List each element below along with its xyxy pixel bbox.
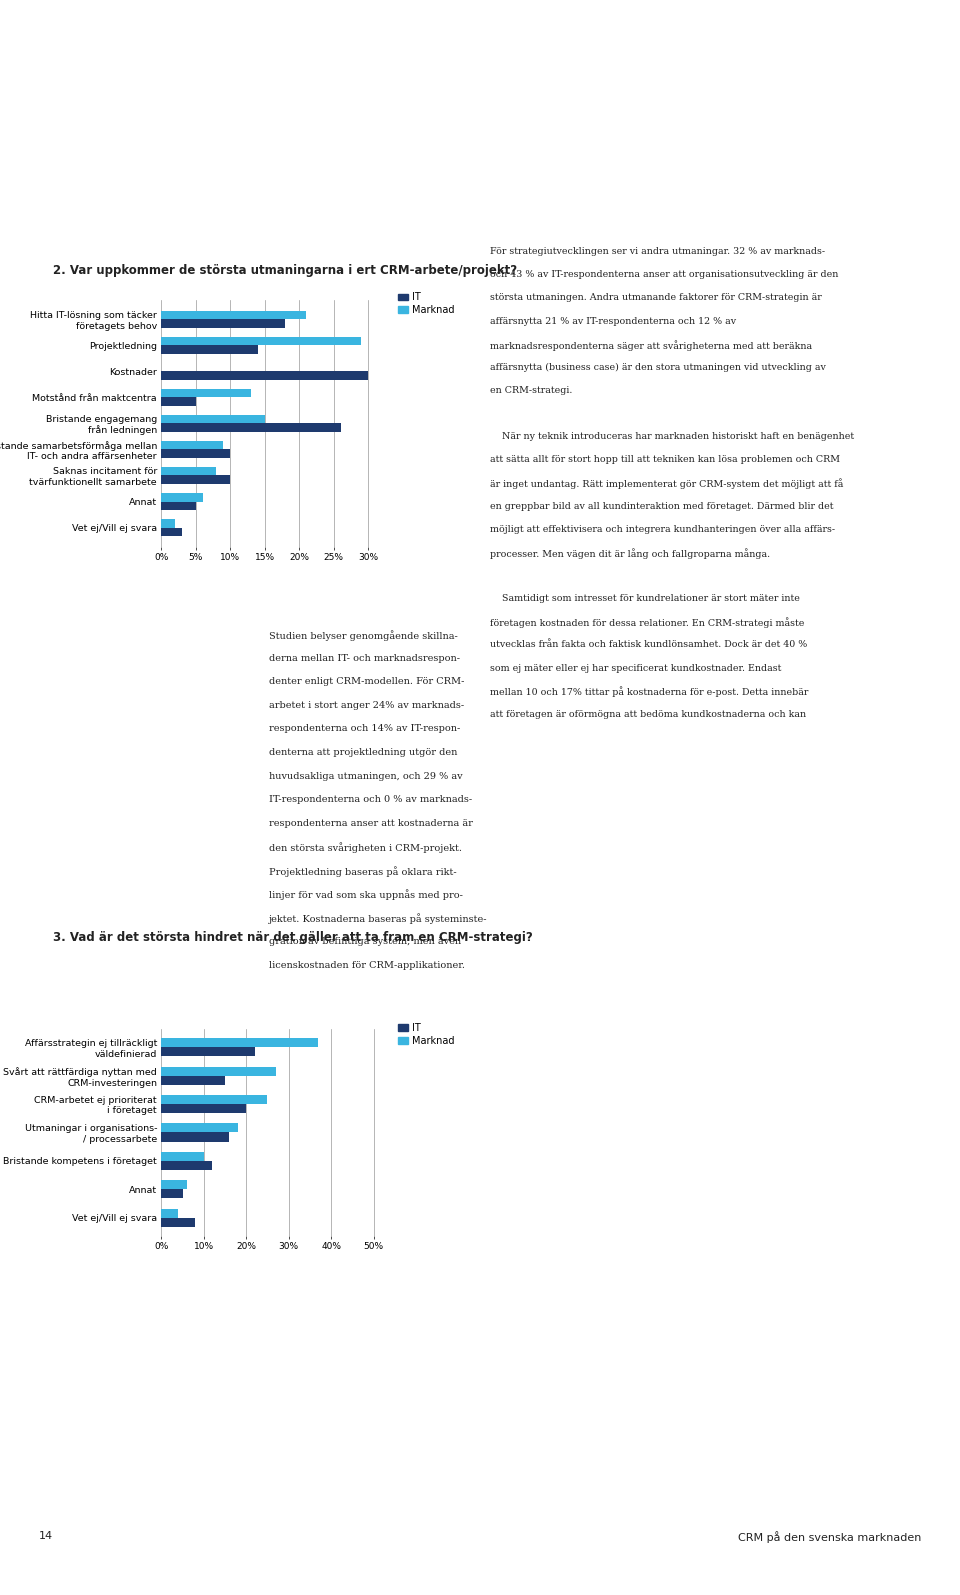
Bar bbox=[161, 346, 258, 354]
Text: affärsnytta 21 % av IT-respondenterna och 12 % av: affärsnytta 21 % av IT-respondenterna oc… bbox=[490, 316, 735, 325]
Bar bbox=[161, 319, 285, 327]
Bar bbox=[161, 442, 224, 450]
Text: respondenterna anser att kostnaderna är: respondenterna anser att kostnaderna är bbox=[269, 818, 472, 828]
Bar bbox=[161, 493, 203, 501]
Text: marknadsrespondenterna säger att svårigheterna med att beräkna: marknadsrespondenterna säger att svårigh… bbox=[490, 340, 812, 351]
Text: jektet. Kostnaderna baseras på systeminste-: jektet. Kostnaderna baseras på systemins… bbox=[269, 914, 488, 924]
Text: en CRM-strategi.: en CRM-strategi. bbox=[490, 386, 572, 396]
Bar bbox=[161, 1067, 276, 1075]
Text: att sätta allt för stort hopp till att tekniken kan lösa problemen och CRM: att sätta allt för stort hopp till att t… bbox=[490, 456, 840, 464]
Text: 14: 14 bbox=[38, 1531, 53, 1541]
Bar bbox=[161, 372, 369, 380]
Bar bbox=[161, 1075, 225, 1085]
Text: arbetet i stort anger 24% av marknads-: arbetet i stort anger 24% av marknads- bbox=[269, 700, 464, 710]
Text: För strategiutvecklingen ser vi andra utmaningar. 32 % av marknads-: För strategiutvecklingen ser vi andra ut… bbox=[490, 247, 825, 257]
Text: Samtidigt som intresset för kundrelationer är stort mäter inte: Samtidigt som intresset för kundrelation… bbox=[490, 593, 800, 603]
Text: Customer Relationship Strategy: Customer Relationship Strategy bbox=[10, 273, 19, 429]
Bar bbox=[161, 415, 265, 423]
Bar bbox=[161, 1190, 182, 1198]
Bar bbox=[161, 311, 306, 319]
Text: som ej mäter eller ej har specificerat kundkostnader. Endast: som ej mäter eller ej har specificerat k… bbox=[490, 664, 781, 673]
Text: processer. Men vägen dit är lång och fallgroparna många.: processer. Men vägen dit är lång och fal… bbox=[490, 547, 770, 558]
Text: huvudsakliga utmaningen, och 29 % av: huvudsakliga utmaningen, och 29 % av bbox=[269, 772, 463, 780]
Bar bbox=[161, 528, 182, 536]
Text: den största svårigheten i CRM-projekt.: den största svårigheten i CRM-projekt. bbox=[269, 842, 462, 853]
Bar bbox=[161, 1096, 268, 1104]
Text: en greppbar bild av all kundinteraktion med företaget. Därmed blir det: en greppbar bild av all kundinteraktion … bbox=[490, 501, 833, 510]
Bar bbox=[161, 501, 196, 510]
Bar bbox=[161, 450, 230, 458]
Bar bbox=[161, 423, 341, 432]
Text: Projektledning baseras på oklara rikt-: Projektledning baseras på oklara rikt- bbox=[269, 866, 456, 877]
Text: IT-respondenterna och 0 % av marknads-: IT-respondenterna och 0 % av marknads- bbox=[269, 796, 472, 804]
Bar bbox=[161, 1132, 229, 1142]
Bar bbox=[161, 1038, 319, 1048]
Text: CRM på den svenska marknaden: CRM på den svenska marknaden bbox=[738, 1531, 922, 1542]
Legend: IT, Marknad: IT, Marknad bbox=[398, 292, 454, 316]
Bar bbox=[161, 1152, 204, 1161]
Text: 2. Var uppkommer de största utmaningarna i ert CRM-arbete/projekt?: 2. Var uppkommer de största utmaningarna… bbox=[53, 265, 516, 278]
Bar bbox=[161, 475, 230, 483]
Text: möjligt att effektivisera och integrera kundhanteringen över alla affärs-: möjligt att effektivisera och integrera … bbox=[490, 525, 835, 534]
Text: att företagen är oförmögna att bedöma kundkostnaderna och kan: att företagen är oförmögna att bedöma ku… bbox=[490, 710, 805, 719]
Text: största utmaningen. Andra utmanande faktorer för CRM-strategin är: största utmaningen. Andra utmanande fakt… bbox=[490, 293, 822, 303]
Text: företagen kostnaden för dessa relationer. En CRM-strategi måste: företagen kostnaden för dessa relationer… bbox=[490, 617, 804, 628]
Text: mellan 10 och 17% tittar på kostnaderna för e-post. Detta innebär: mellan 10 och 17% tittar på kostnaderna … bbox=[490, 687, 808, 697]
Bar bbox=[161, 1104, 246, 1113]
Text: affärsnytta (business case) är den stora utmaningen vid utveckling av: affärsnytta (business case) är den stora… bbox=[490, 362, 826, 372]
Bar bbox=[161, 467, 217, 475]
Text: 3. Vad är det största hindret när det gäller att ta fram en CRM-strategi?: 3. Vad är det största hindret när det gä… bbox=[53, 931, 533, 944]
Text: denter enligt CRM-modellen. För CRM-: denter enligt CRM-modellen. För CRM- bbox=[269, 678, 465, 686]
Text: denterna att projektledning utgör den: denterna att projektledning utgör den bbox=[269, 748, 457, 758]
Bar bbox=[161, 1048, 254, 1056]
Bar bbox=[161, 520, 175, 528]
Text: Studien belyser genomgående skillna-: Studien belyser genomgående skillna- bbox=[269, 630, 458, 641]
Text: linjer för vad som ska uppnås med pro-: linjer för vad som ska uppnås med pro- bbox=[269, 890, 463, 901]
Legend: IT, Marknad: IT, Marknad bbox=[398, 1024, 454, 1046]
Bar bbox=[161, 1123, 238, 1132]
Text: och 43 % av IT-respondenterna anser att organisationsutveckling är den: och 43 % av IT-respondenterna anser att … bbox=[490, 270, 838, 279]
Bar bbox=[161, 1217, 195, 1227]
Bar bbox=[161, 337, 361, 346]
Bar bbox=[161, 389, 251, 397]
Text: licenskostnaden för CRM-applikationer.: licenskostnaden för CRM-applikationer. bbox=[269, 960, 465, 970]
Text: derna mellan IT- och marknadsrespon-: derna mellan IT- och marknadsrespon- bbox=[269, 654, 460, 662]
Bar bbox=[161, 1209, 179, 1217]
Text: är inget undantag. Rätt implementerat gör CRM-system det möjligt att få: är inget undantag. Rätt implementerat gö… bbox=[490, 478, 843, 490]
Text: respondenterna och 14% av IT-respon-: respondenterna och 14% av IT-respon- bbox=[269, 724, 460, 734]
Bar bbox=[161, 1180, 187, 1190]
Text: utvecklas från fakta och faktisk kundlönsamhet. Dock är det 40 %: utvecklas från fakta och faktisk kundlön… bbox=[490, 641, 806, 649]
Bar bbox=[161, 1161, 212, 1169]
Text: gration av befintliga system, men även: gration av befintliga system, men även bbox=[269, 936, 461, 946]
Bar bbox=[161, 397, 196, 405]
Text: När ny teknik introduceras har marknaden historiskt haft en benägenhet: När ny teknik introduceras har marknaden… bbox=[490, 432, 853, 442]
